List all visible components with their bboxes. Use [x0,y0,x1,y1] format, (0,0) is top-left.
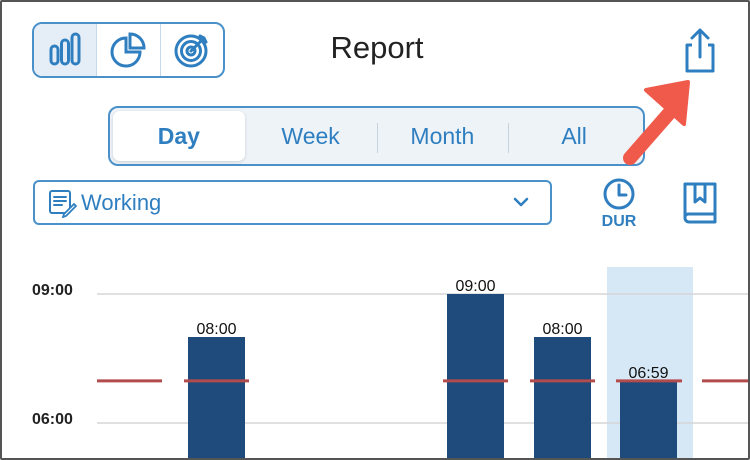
period-segmented-control: Day Week Month All [108,106,645,166]
bar-value-label: 08:00 [196,321,236,338]
bar-value-label: 06:59 [628,365,668,382]
tab-day[interactable]: Day [113,111,245,161]
share-button[interactable] [679,26,721,76]
target-view-button[interactable] [161,24,223,76]
bar-value-label: 09:00 [455,278,495,295]
pie-chart-icon [111,32,146,68]
target-icon [174,34,208,68]
chevron-down-icon [513,197,529,207]
tab-month[interactable]: Month [376,111,509,161]
bar-value-label: 08:00 [542,321,582,338]
duration-button[interactable]: DUR [596,176,642,236]
y-tick-label: 06:00 [32,411,73,428]
bar [447,294,504,458]
clock-icon [603,178,635,210]
bar-chart-view-button[interactable] [34,24,98,76]
bar [534,337,591,458]
share-icon [685,28,715,73]
category-dropdown[interactable]: Working [33,180,552,225]
bookmark-book-button[interactable] [679,178,721,228]
duration-label: DUR [601,213,637,230]
bar [188,337,245,458]
daily-bar-chart: 09:00 06:00 08:00 09:00 08:00 06:59 [32,267,748,458]
bookmark-book-icon [683,182,717,224]
tab-week[interactable]: Week [281,122,340,149]
page-title: Report [330,30,424,65]
tab-all[interactable]: All [508,111,640,161]
y-tick-label: 09:00 [32,282,73,299]
view-switcher [32,22,225,78]
pie-chart-view-button[interactable] [97,24,161,76]
list-edit-icon [49,189,77,218]
dropdown-selected-value: Working [81,189,162,215]
bar-chart-icon [49,32,81,66]
bar [620,380,677,458]
